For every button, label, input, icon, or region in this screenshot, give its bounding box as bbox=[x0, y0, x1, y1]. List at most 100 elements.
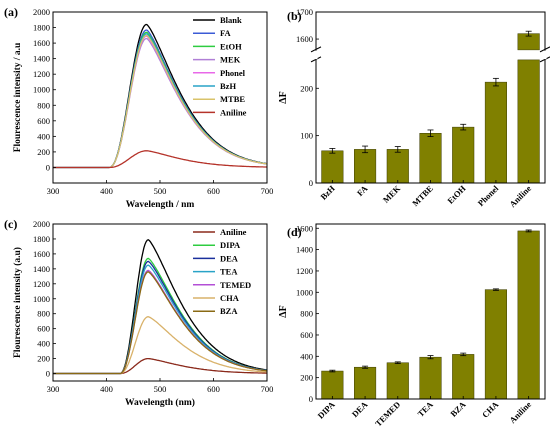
category-label: TEA bbox=[415, 399, 435, 419]
y-tick-label: 2000 bbox=[33, 7, 50, 17]
category-label: BzH bbox=[318, 183, 337, 202]
category-label: CHA bbox=[480, 399, 501, 420]
y-tick-label: 0 bbox=[309, 394, 313, 404]
series-line bbox=[53, 150, 267, 169]
legend-label: Aniline bbox=[220, 107, 247, 117]
y-tick-label: 1800 bbox=[33, 234, 50, 244]
y-tick-label: 400 bbox=[37, 131, 50, 141]
y-tick-label: 800 bbox=[300, 309, 313, 319]
legend-label: FA bbox=[220, 28, 232, 38]
x-tick-label: 700 bbox=[261, 186, 274, 196]
x-tick-label: 300 bbox=[47, 186, 60, 196]
legend-label: TEMED bbox=[220, 280, 251, 290]
y-tick-label: 600 bbox=[37, 324, 50, 334]
y-axis-title: Flourescence intensity / a.u bbox=[13, 42, 23, 152]
legend-label: BZA bbox=[220, 306, 238, 316]
category-label: FA bbox=[355, 183, 370, 198]
panel-label-a: (a) bbox=[4, 5, 18, 19]
category-label: DEA bbox=[350, 399, 370, 419]
category-label: TEMED bbox=[373, 399, 402, 428]
bar bbox=[517, 59, 540, 184]
bar-chart-b: BzH FA MEK MTBE EtOH Phonel Aniline 0 100 200 1600… bbox=[278, 7, 550, 209]
legend-label: Aniline bbox=[220, 227, 247, 237]
y-axis-title: Flourescence intensity (a.u) bbox=[12, 247, 23, 358]
y-tick-label: 1000 bbox=[33, 85, 50, 95]
y-tick-label: 800 bbox=[37, 309, 50, 319]
legend-label: BzH bbox=[220, 81, 236, 91]
series-line bbox=[53, 271, 268, 375]
legend-label: DEA bbox=[220, 253, 239, 263]
bar bbox=[517, 230, 540, 400]
y-tick-label: 0 bbox=[46, 162, 50, 172]
y-tick-label: 800 bbox=[37, 100, 50, 110]
y-tick-label: 1600 bbox=[296, 223, 313, 233]
bar bbox=[386, 149, 409, 184]
y-tick-label: 100 bbox=[300, 131, 313, 141]
x-axis-title: Wavelength (nm) bbox=[125, 397, 195, 408]
bar bbox=[419, 133, 442, 184]
category-label: MTBE bbox=[410, 183, 435, 208]
panel-label-c: (c) bbox=[4, 217, 17, 231]
y-tick-label: 200 bbox=[37, 147, 50, 157]
line-chart-c: 0 200 400 600 800 1000 1200 1400 1600 1800 2000 300… bbox=[12, 219, 273, 408]
category-label: DIPA bbox=[315, 399, 337, 421]
x-tick-label: 700 bbox=[261, 384, 274, 394]
category-label: Aniline bbox=[507, 183, 533, 209]
panel-label-b: (b) bbox=[287, 9, 302, 23]
y-tick-label: 1700 bbox=[296, 7, 313, 17]
legend-label: CHA bbox=[220, 293, 240, 303]
y-tick-label: 1200 bbox=[33, 279, 50, 289]
x-tick-label: 500 bbox=[154, 384, 167, 394]
category-label: Aniline bbox=[507, 399, 533, 425]
y-tick-label: 600 bbox=[300, 330, 313, 340]
legend-label: EtOH bbox=[220, 41, 242, 51]
y-tick-label: 200 bbox=[37, 354, 50, 364]
legend-label: Phonel bbox=[220, 68, 246, 78]
bar bbox=[484, 289, 507, 400]
y-tick-label: 400 bbox=[37, 339, 50, 349]
y-tick-label: 1600 bbox=[296, 34, 313, 44]
x-tick-label: 500 bbox=[154, 186, 167, 196]
series-line bbox=[53, 260, 268, 375]
panel-label-d: (d) bbox=[287, 225, 302, 239]
y-tick-label: 1600 bbox=[33, 249, 50, 259]
line-chart-a: 0 200 400 600 800 1000 1200 1400 1600 1800 2000 300… bbox=[13, 7, 273, 210]
y-tick-label: 1200 bbox=[296, 266, 313, 276]
x-tick-label: 600 bbox=[207, 384, 220, 394]
y-tick-label: 1000 bbox=[296, 287, 313, 297]
bar bbox=[419, 356, 442, 400]
x-tick-label: 400 bbox=[100, 384, 113, 394]
legend-label: Blank bbox=[220, 15, 242, 25]
y-tick-label: 1000 bbox=[33, 294, 50, 304]
y-tick-label: 1400 bbox=[33, 264, 50, 274]
bar bbox=[484, 81, 507, 184]
x-tick-label: 600 bbox=[207, 186, 220, 196]
y-tick-label: 1400 bbox=[33, 54, 50, 64]
y-axis-title: ΔF bbox=[278, 305, 289, 317]
legend-label: MEK bbox=[220, 55, 241, 65]
bar bbox=[452, 126, 475, 184]
y-tick-label: 600 bbox=[37, 116, 50, 126]
category-label: Phonel bbox=[476, 183, 501, 208]
bar bbox=[321, 370, 344, 400]
y-tick-label: 1800 bbox=[33, 23, 50, 33]
y-tick-label: 1200 bbox=[33, 69, 50, 79]
x-tick-label: 300 bbox=[47, 384, 60, 394]
category-label: BZA bbox=[448, 399, 468, 419]
y-tick-label: 0 bbox=[46, 369, 50, 379]
y-tick-label: 1600 bbox=[33, 38, 50, 48]
y-tick-label: 1400 bbox=[296, 245, 313, 255]
axis-break-gap bbox=[543, 50, 547, 60]
category-label: MEK bbox=[381, 183, 403, 205]
y-axis-title: ΔF bbox=[278, 91, 289, 103]
series-line bbox=[53, 316, 267, 375]
y-tick-label: 400 bbox=[300, 351, 313, 361]
bar bbox=[354, 366, 377, 400]
axis-break-gap bbox=[314, 50, 318, 60]
legend-label: TEA bbox=[220, 267, 238, 277]
y-tick-label: 0 bbox=[309, 178, 313, 188]
legend-label: DIPA bbox=[220, 240, 241, 250]
bar bbox=[386, 362, 409, 400]
category-label: EtOH bbox=[445, 183, 468, 206]
